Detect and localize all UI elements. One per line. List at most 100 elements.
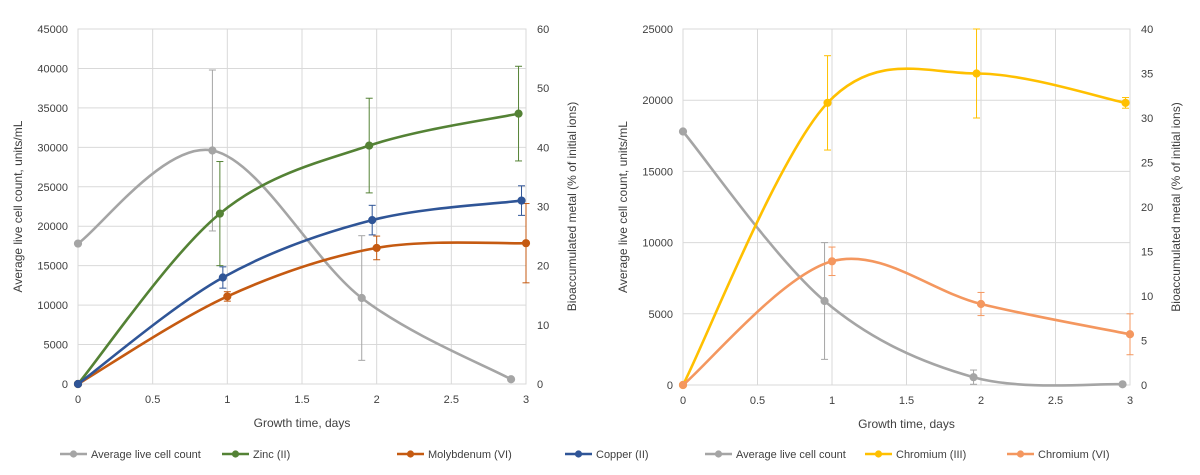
y-tick-label: 0 [62,379,68,391]
series-chromium-iii [678,28,1130,390]
y2-tick-label: 40 [1141,24,1153,36]
data-point [218,273,227,282]
y2-tick-label: 50 [537,83,549,95]
data-point [73,239,83,248]
chart-2: 0500010000150002000025000051015202530354… [616,24,1183,461]
data-point [976,299,986,309]
y2-tick-label: 5 [1141,336,1147,348]
series-line [681,67,1126,386]
x-tick-label: 3 [523,394,529,406]
data-point [1125,330,1135,339]
y-tick-label: 15000 [37,261,68,273]
data-point [73,379,83,389]
data-point [365,141,374,150]
legend-item: Average live cell count [60,449,201,461]
data-point [514,109,523,118]
gridlines [682,28,1131,386]
series-chromium-vi [678,246,1135,390]
data-point [223,292,232,301]
y-tick-label: 20000 [642,95,673,107]
y2-tick-label: 0 [1141,380,1147,392]
y2-axis-title: Bioaccumulated metal (% of initial ions) [1169,102,1183,311]
y-tick-label: 5000 [649,309,673,321]
y2-tick-label: 25 [1141,158,1153,170]
x-tick-label: 0 [75,394,81,406]
x-tick-label: 2.5 [444,394,459,406]
y2-tick-label: 30 [1141,113,1153,125]
data-point [1118,380,1127,389]
y-tick-label: 30000 [37,142,68,154]
data-point [678,127,688,136]
x-tick-label: 0.5 [750,395,765,407]
y-tick-label: 40000 [37,63,68,75]
y-tick-label: 10000 [642,238,673,250]
y2-tick-label: 20 [537,261,549,273]
legend-label: Chromium (VI) [1038,449,1110,461]
data-point [506,375,516,384]
x-tick-label: 1.5 [294,394,309,406]
data-point [521,239,531,248]
y2-tick-label: 60 [537,24,549,36]
plot-frame [682,28,1131,386]
series-line [77,241,527,386]
y-tick-label: 5000 [44,340,68,352]
legend-swatch-marker [406,450,415,458]
legend-item: Molybdenum (VI) [397,449,512,461]
data-point [208,146,217,155]
legend-label: Chromium (III) [896,449,966,461]
legend-label: Copper (II) [596,449,649,461]
data-point [827,257,837,266]
legend-label: Average live cell count [91,449,201,461]
x-tick-label: 3 [1127,395,1133,407]
y2-tick-label: 0 [537,379,543,391]
x-tick-label: 0 [680,395,686,407]
y-tick-label: 15000 [642,166,673,178]
data-point [823,98,832,107]
data-point [969,373,978,382]
y-tick-label: 0 [667,380,673,392]
series-line [77,199,522,386]
x-tick-label: 0.5 [145,394,160,406]
data-point [368,216,377,225]
x-axis-title: Growth time, days [858,417,955,431]
y2-tick-label: 10 [537,320,549,332]
y-tick-label: 35000 [37,103,68,115]
data-point [820,296,829,306]
series-line [682,257,1131,386]
y-tick-label: 10000 [37,300,68,312]
y-axis-title: Average live cell count, units/mL [616,121,630,293]
series-line [682,130,1123,387]
legend-swatch-marker [874,450,883,458]
y2-tick-label: 30 [537,202,549,214]
chart-1: 0500010000150002000025000300003500040000… [11,24,649,461]
y-tick-label: 25000 [642,24,673,36]
legend-swatch-marker [574,450,583,458]
y2-tick-label: 35 [1141,69,1153,81]
x-tick-label: 1 [224,394,230,406]
legend-item: Average live cell count [705,449,846,461]
data-point [517,196,526,205]
series-copper-ii [73,185,526,389]
legend-item: Chromium (VI) [1007,449,1110,461]
x-tick-label: 1 [829,395,835,407]
legend-label: Molybdenum (VI) [428,449,512,461]
data-point [678,380,688,390]
x-tick-label: 2 [374,394,380,406]
data-point [972,69,981,78]
y-tick-label: 45000 [37,24,68,36]
legend-swatch-marker [1016,450,1025,458]
y-axis-title: Average live cell count, units/mL [11,120,25,292]
legend-swatch-marker [69,450,78,458]
data-point [1121,98,1130,107]
legend-label: Zinc (II) [253,449,290,461]
legend-swatch-marker [231,450,240,458]
data-point [215,209,224,218]
y2-axis-title: Bioaccumulated metal (% of initial ions) [565,102,579,311]
series-line [77,148,512,381]
y2-tick-label: 20 [1141,202,1153,214]
x-tick-label: 2.5 [1048,395,1063,407]
legend-item: Chromium (III) [865,449,966,461]
y-tick-label: 25000 [37,182,68,194]
